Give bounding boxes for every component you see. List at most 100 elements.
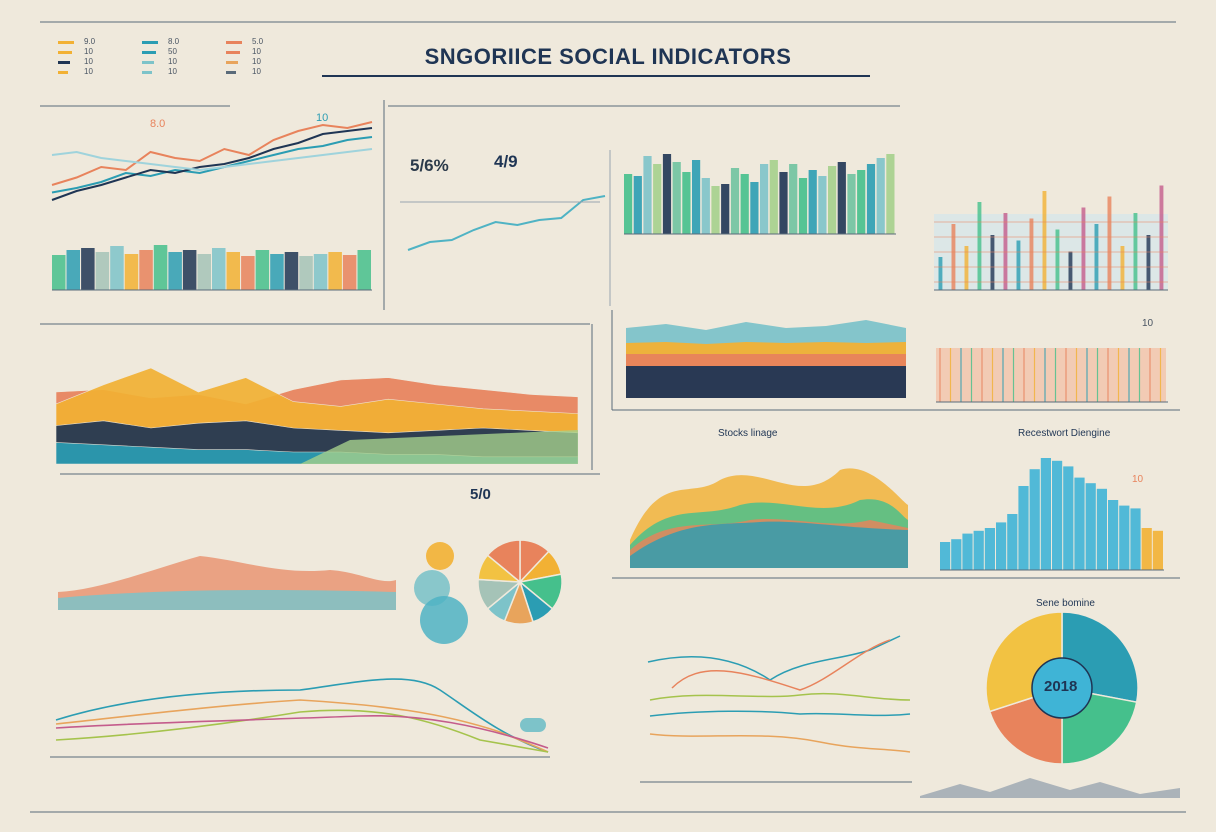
bar: [876, 158, 885, 234]
series-line: [51, 127, 373, 201]
bar: [662, 154, 672, 234]
bar: [197, 254, 211, 290]
bar: [226, 252, 240, 290]
heat-panel: [936, 348, 1166, 402]
bar: [1068, 251, 1073, 290]
series-line: [647, 635, 901, 681]
center-pie: [477, 539, 563, 625]
band-series: [626, 366, 906, 398]
bar: [1055, 229, 1060, 290]
bar: [270, 254, 284, 290]
bar: [66, 250, 80, 290]
bar: [1063, 466, 1074, 570]
bubble: [420, 596, 468, 644]
bar: [299, 256, 313, 290]
bar: [964, 246, 969, 290]
bar: [95, 252, 110, 290]
bar: [973, 530, 984, 570]
bar: [633, 176, 642, 234]
bar: [692, 160, 701, 234]
bar: [886, 154, 895, 234]
bar: [624, 174, 633, 234]
area-highlight: [300, 430, 578, 464]
bar: [798, 178, 808, 234]
bar: [740, 174, 749, 234]
legend-text: 10: [84, 47, 93, 56]
top-mid-line-chart: [400, 195, 606, 251]
bar: [124, 254, 139, 290]
page-title: SNGORIICE SOCIAL INDICATORS: [424, 44, 792, 69]
bar: [284, 252, 299, 290]
top-mid-value-1: 5/6%: [410, 156, 449, 175]
series-line: [55, 699, 549, 753]
bar: [951, 224, 956, 290]
bar: [750, 182, 759, 234]
series-line: [55, 709, 549, 753]
bar: [837, 162, 846, 234]
legend-text: 10: [84, 57, 93, 66]
bar: [241, 256, 255, 290]
legend-swatch: [142, 61, 154, 64]
bar: [182, 250, 197, 290]
bar: [153, 245, 168, 290]
legend-text: 10: [168, 57, 177, 66]
legend-text: 10: [84, 67, 93, 76]
bar: [682, 172, 691, 234]
legend-text: 10: [252, 67, 261, 76]
legend-text: 8.0: [168, 37, 180, 46]
bar: [1107, 196, 1112, 290]
bar: [1029, 469, 1040, 570]
series-line: [51, 148, 373, 172]
wave-area: [630, 521, 908, 568]
bar: [342, 255, 357, 290]
bar: [1133, 213, 1138, 290]
bar: [984, 528, 995, 570]
bottom-right-pie-value: 2018: [1044, 678, 1078, 695]
series-line: [649, 710, 911, 717]
bar: [1018, 486, 1029, 570]
legend-text: 50: [168, 47, 177, 56]
bar: [1016, 240, 1021, 290]
bar: [721, 184, 730, 234]
legend-swatch: [58, 51, 72, 54]
bar: [81, 248, 95, 290]
bar: [730, 168, 740, 234]
series-line: [407, 195, 606, 251]
bar: [818, 176, 827, 234]
bar: [1108, 500, 1119, 570]
legend-text: 9.0: [84, 37, 96, 46]
bar: [1141, 528, 1152, 570]
legend-text: 10: [252, 47, 261, 56]
pie-center: [1031, 657, 1093, 719]
legend-swatch: [226, 71, 236, 74]
legend-text: 10: [168, 67, 177, 76]
bar: [313, 254, 328, 290]
bar: [990, 235, 995, 290]
legend-swatch: [58, 41, 74, 44]
bar: [938, 257, 943, 290]
series-line: [51, 121, 373, 186]
top-right-bar-grid: [934, 185, 1168, 291]
bottom-right-label: Sene bomine: [1036, 598, 1095, 609]
bar: [1119, 505, 1130, 570]
bar: [1096, 488, 1107, 570]
bar: [1120, 246, 1125, 290]
bubble: [520, 718, 546, 732]
bar: [52, 255, 66, 290]
bar: [1040, 458, 1051, 570]
bar: [1074, 477, 1085, 570]
series-line: [649, 733, 911, 753]
series-line: [55, 678, 549, 753]
bar: [1094, 224, 1099, 290]
bar: [711, 186, 720, 234]
bar: [951, 539, 962, 570]
bar: [1007, 514, 1018, 570]
mid-right-value: 10: [1132, 474, 1144, 485]
top-mid-value-2: 4/9: [494, 152, 518, 171]
bar: [789, 164, 798, 234]
bar: [866, 164, 876, 234]
top-left-value-1: 8.0: [150, 118, 166, 130]
flat-area: [58, 590, 396, 610]
bar: [1085, 483, 1096, 570]
